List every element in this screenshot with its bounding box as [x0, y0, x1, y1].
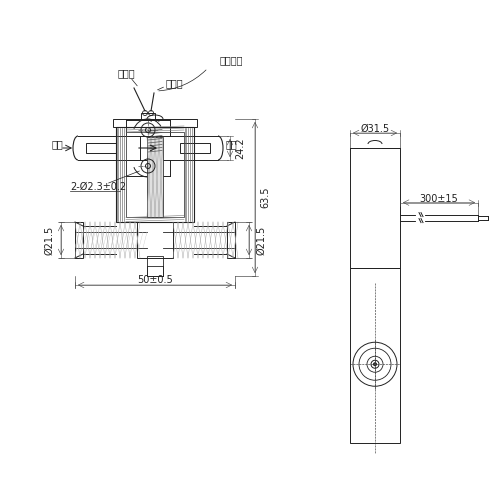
Bar	[86, 143, 116, 153]
Text: 63.5: 63.5	[260, 187, 270, 208]
Bar	[180, 143, 210, 153]
Bar	[227, 222, 235, 258]
Text: 黑色线: 黑色线	[166, 78, 184, 88]
Bar	[126, 132, 184, 217]
Bar	[141, 113, 155, 120]
Text: 红色线: 红色线	[118, 68, 136, 78]
Bar	[75, 222, 83, 258]
Text: 2-Ø2.3±0.2: 2-Ø2.3±0.2	[70, 182, 126, 192]
Text: Ø21.5: Ø21.5	[256, 225, 266, 254]
Text: 进水: 进水	[52, 139, 64, 149]
Text: Ø21.5: Ø21.5	[44, 225, 54, 254]
Bar	[350, 148, 400, 268]
Bar	[350, 268, 400, 443]
Circle shape	[374, 363, 376, 366]
Text: 50±0.5: 50±0.5	[137, 275, 173, 285]
Bar	[147, 256, 163, 266]
Text: Ø31.5: Ø31.5	[360, 124, 390, 134]
Bar	[113, 119, 197, 127]
Text: 300±15: 300±15	[420, 194, 459, 204]
Bar	[147, 137, 163, 217]
Bar	[116, 127, 194, 222]
Bar	[137, 222, 173, 258]
Text: 24.2: 24.2	[235, 137, 245, 159]
Text: 出线方位: 出线方位	[220, 55, 244, 65]
Text: 出水: 出水	[226, 139, 238, 149]
